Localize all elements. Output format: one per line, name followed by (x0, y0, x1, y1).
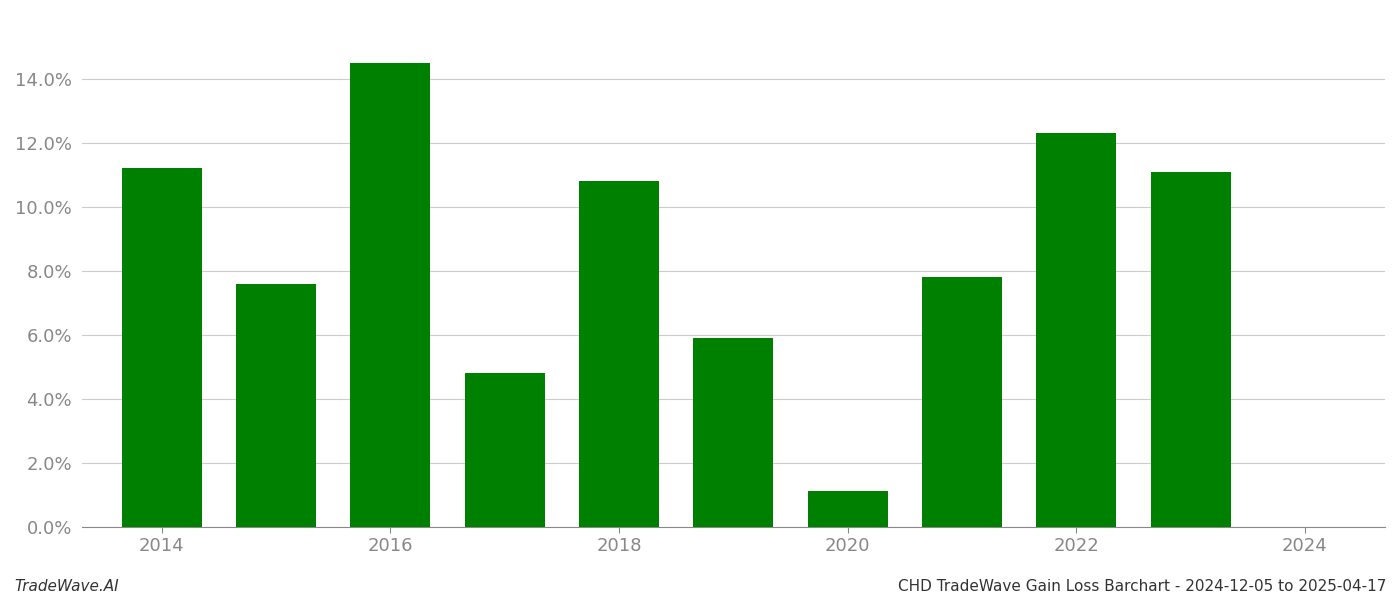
Bar (465, 373, 545, 527)
Bar (237, 284, 316, 527)
Bar (580, 181, 659, 527)
Bar (1151, 172, 1231, 527)
Bar (1036, 133, 1116, 527)
Text: CHD TradeWave Gain Loss Barchart - 2024-12-05 to 2025-04-17: CHD TradeWave Gain Loss Barchart - 2024-… (897, 579, 1386, 594)
Bar (923, 277, 1002, 527)
Bar (122, 169, 202, 527)
Bar (693, 338, 773, 527)
Bar (350, 63, 430, 527)
Bar (808, 491, 888, 527)
Text: TradeWave.AI: TradeWave.AI (14, 579, 119, 594)
